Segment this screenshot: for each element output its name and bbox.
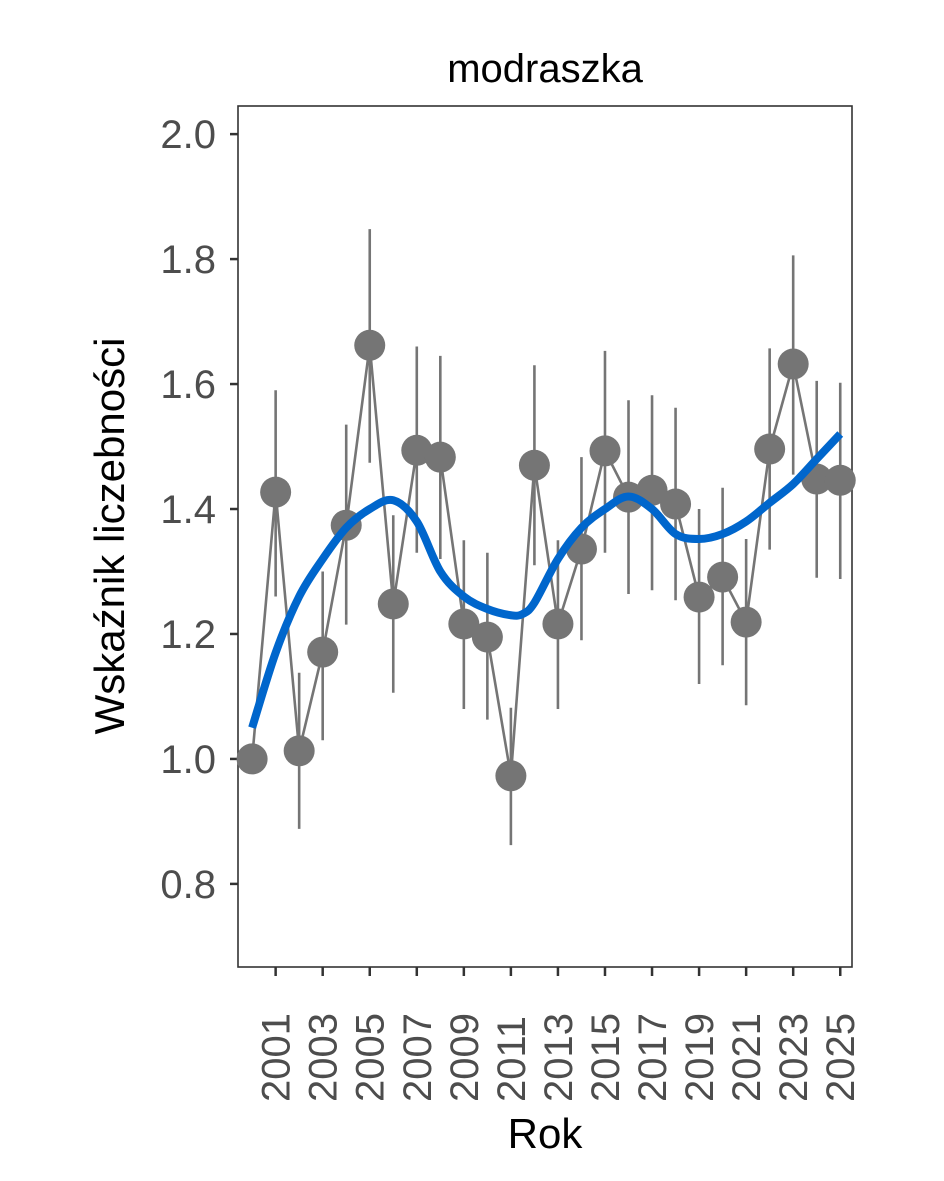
data-point <box>424 441 456 473</box>
x-tick-label: 2001 <box>255 1013 299 1102</box>
x-tick-label: 2017 <box>631 1013 675 1102</box>
data-point <box>518 449 550 481</box>
data-point <box>283 735 315 767</box>
data-point <box>589 435 621 467</box>
y-tick-label: 1.6 <box>160 363 216 407</box>
data-point <box>754 433 786 465</box>
data-point <box>448 608 480 640</box>
y-tick-label: 1.2 <box>160 613 216 657</box>
data-point <box>377 588 409 620</box>
data-point <box>354 329 386 361</box>
data-point <box>260 476 292 508</box>
x-tick-label: 2007 <box>396 1013 440 1102</box>
x-axis-label: Rok <box>508 1110 584 1157</box>
x-tick-label: 2013 <box>537 1013 581 1102</box>
x-tick-label: 2023 <box>772 1013 816 1102</box>
data-point <box>542 608 574 640</box>
smooth-trend-line <box>248 431 844 729</box>
data-marks <box>236 229 856 846</box>
data-point <box>707 561 739 593</box>
y-tick-label: 1.4 <box>160 488 216 532</box>
data-point <box>730 606 762 638</box>
y-axis-label: Wskaźnik liczebności <box>86 338 133 735</box>
x-tick-label: 2015 <box>584 1013 628 1102</box>
y-tick-label: 1.8 <box>160 238 216 282</box>
chart-title: modraszka <box>447 47 643 91</box>
y-axis: 0.8 1.0 1.2 1.4 1.6 1.8 2.0 <box>160 113 238 907</box>
y-tick-label: 0.8 <box>160 863 216 907</box>
x-tick-label: 2021 <box>725 1013 769 1102</box>
x-tick-label: 2019 <box>678 1013 722 1102</box>
x-tick-label: 2025 <box>819 1013 863 1102</box>
data-point <box>401 434 433 466</box>
x-tick-label: 2005 <box>349 1013 393 1102</box>
data-point <box>471 621 503 653</box>
data-point <box>307 636 339 668</box>
y-tick-label: 1.0 <box>160 738 216 782</box>
data-point <box>824 464 856 496</box>
x-tick-label: 2003 <box>302 1013 346 1102</box>
data-point <box>495 760 527 792</box>
data-point <box>777 348 809 380</box>
data-point <box>636 474 668 506</box>
x-axis: 2001 2003 2005 2007 2009 2011 2013 2015 2017 2019… <box>255 967 863 1102</box>
x-tick-label: 2009 <box>443 1013 487 1102</box>
x-tick-label: 2011 <box>490 1016 534 1102</box>
data-point <box>683 581 715 613</box>
data-point <box>236 743 268 775</box>
data-point <box>660 488 692 520</box>
y-tick-label: 2.0 <box>160 113 216 157</box>
